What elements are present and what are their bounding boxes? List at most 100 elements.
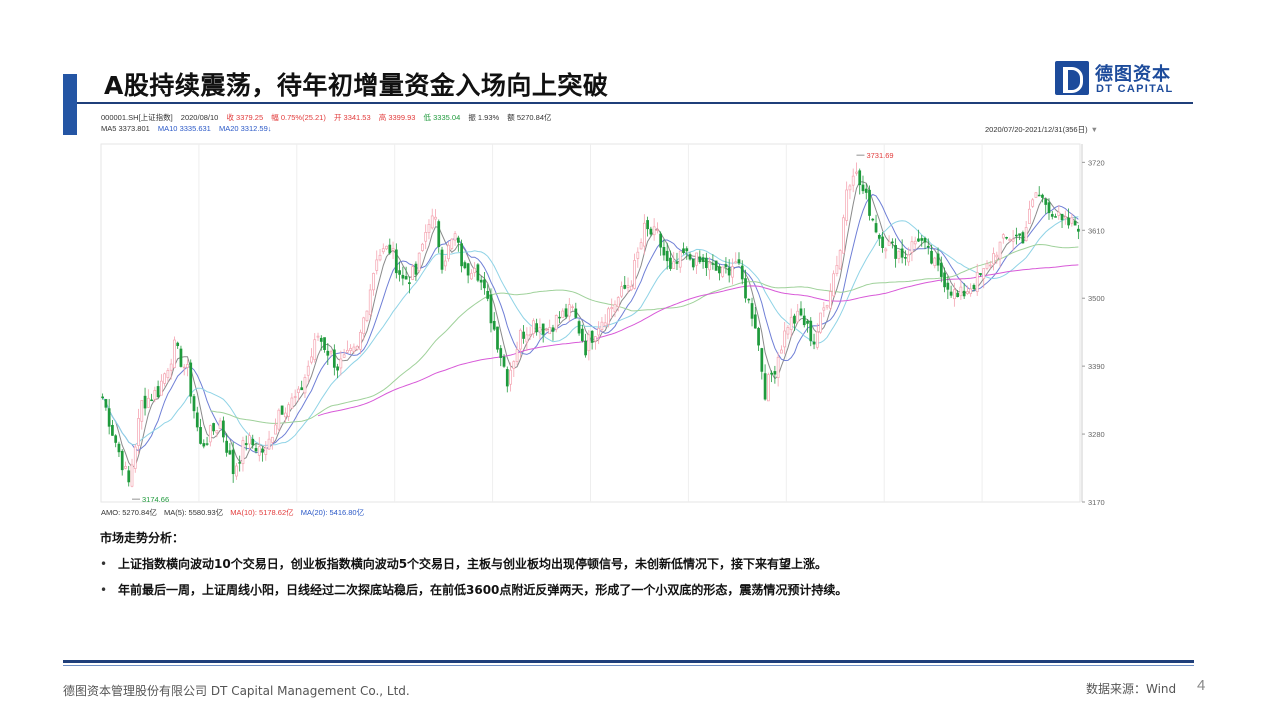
candle-body [349, 348, 353, 351]
candle-down [757, 326, 760, 351]
candle-body [231, 449, 235, 475]
candle-up [528, 326, 532, 340]
candle-body [845, 189, 849, 221]
candle-up [597, 321, 601, 345]
page-number: 4 [1197, 677, 1206, 694]
candle-up [430, 208, 434, 230]
candle-body [815, 331, 819, 348]
y-tick-label: 3170 [1088, 498, 1105, 507]
candle-body [496, 326, 499, 350]
candle-body [453, 233, 457, 241]
candle-body [179, 348, 183, 367]
candle-body [564, 308, 568, 317]
ma20-value: MA20 3312.59↓ [218, 124, 272, 133]
candle-body [656, 229, 659, 231]
candle-body [623, 284, 627, 289]
date-range[interactable]: 2020/07/20-2021/12/31(356日) ▼ [985, 124, 1098, 135]
candle-down [744, 269, 747, 303]
candle-body [460, 243, 463, 267]
candle-body [1001, 234, 1005, 239]
quote-low: 低 3335.04 [423, 113, 461, 122]
dropdown-arrow-icon[interactable]: ▼ [1090, 125, 1099, 134]
candle-body [832, 273, 835, 297]
ma120-line [317, 264, 1079, 417]
candle-body [176, 342, 180, 347]
candle-body [884, 248, 888, 252]
candle-down [727, 259, 731, 283]
candle-up [342, 348, 346, 358]
candle-up [731, 258, 734, 285]
candle-down [1037, 186, 1041, 197]
candle-body [476, 264, 480, 281]
quote-high: 高 3399.93 [378, 113, 416, 122]
candle-body [248, 435, 251, 445]
ma-info-line: MA5 3373.801 MA10 3335.631 MA20 3312.59↓ [101, 124, 278, 133]
candle-body [633, 260, 636, 289]
amo-ma5: MA(5): 5580.93亿 [163, 508, 224, 517]
candle-down [675, 252, 679, 270]
candle-up [346, 340, 349, 354]
candle-down [753, 306, 757, 329]
candle-body [920, 238, 924, 241]
candle-down [871, 218, 875, 222]
candle-up [248, 432, 251, 451]
candle-body [603, 322, 607, 326]
candle-down [551, 324, 555, 341]
candle-body [783, 330, 787, 348]
candle-body [985, 263, 989, 269]
candle-up [518, 328, 522, 358]
candle-body [483, 279, 486, 289]
candle-up [982, 268, 986, 289]
candle-down [143, 387, 147, 416]
candle-body [584, 340, 587, 356]
candle-body [874, 223, 878, 233]
candle-down [701, 253, 705, 269]
candle-body [1050, 214, 1054, 217]
candle-body [972, 285, 976, 290]
logo-cn-text: 德图资本 [1095, 64, 1171, 85]
candle-body [600, 321, 604, 330]
candle-body [515, 349, 519, 362]
candle-body [430, 215, 434, 229]
candle-body [166, 370, 170, 378]
candle-body [355, 346, 359, 350]
candle-up [656, 222, 659, 234]
candle-down [770, 370, 773, 383]
candle-body [1054, 216, 1057, 218]
candle-body [339, 358, 343, 369]
candle-body [332, 349, 336, 368]
candle-down [202, 439, 206, 449]
candle-up [819, 312, 822, 334]
candle-up [907, 247, 911, 266]
candle-up [274, 418, 277, 435]
candle-body [913, 240, 917, 245]
candle-down [437, 219, 441, 253]
candle-up [137, 408, 140, 455]
candle-up [610, 298, 614, 319]
candle-up [1011, 230, 1015, 251]
candle-body [714, 260, 718, 271]
candle-down [189, 359, 193, 404]
candle-up [470, 269, 473, 280]
candle-up [620, 281, 623, 299]
candle-down [711, 254, 715, 270]
candle-body [639, 242, 643, 250]
candle-body [208, 425, 212, 443]
candle-body [949, 291, 953, 296]
candle-up [241, 436, 245, 472]
candle-down [150, 393, 153, 402]
candle-body [835, 265, 839, 274]
candle-up [721, 266, 725, 279]
title-accent-bar [63, 74, 77, 135]
candle-body [855, 171, 858, 174]
candle-body [368, 289, 372, 315]
candle-up [616, 296, 620, 312]
candle-body [610, 307, 614, 310]
candle-body [450, 238, 454, 249]
candle-down [476, 263, 480, 283]
candle-body [1044, 199, 1048, 205]
candle-down [646, 216, 649, 237]
candle-down [868, 185, 871, 221]
candle-down [156, 380, 160, 399]
candle-up [424, 224, 428, 250]
